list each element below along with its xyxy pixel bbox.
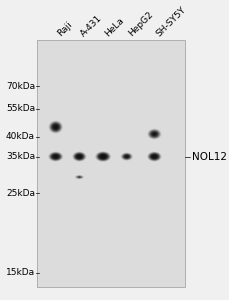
Ellipse shape <box>124 155 129 158</box>
Ellipse shape <box>97 152 109 160</box>
Ellipse shape <box>152 132 156 136</box>
Ellipse shape <box>53 154 59 159</box>
Ellipse shape <box>101 155 105 158</box>
Ellipse shape <box>54 156 57 158</box>
Ellipse shape <box>76 176 83 179</box>
Ellipse shape <box>52 124 60 130</box>
Ellipse shape <box>102 156 104 158</box>
Ellipse shape <box>79 177 80 178</box>
Ellipse shape <box>126 156 127 157</box>
Ellipse shape <box>72 152 86 162</box>
Ellipse shape <box>151 154 158 159</box>
Ellipse shape <box>154 156 155 157</box>
Ellipse shape <box>50 122 61 132</box>
Text: Raji: Raji <box>56 20 74 38</box>
Ellipse shape <box>54 155 58 158</box>
Ellipse shape <box>121 152 133 161</box>
Ellipse shape <box>55 127 56 128</box>
Ellipse shape <box>148 152 161 161</box>
Text: NOL12: NOL12 <box>192 152 227 161</box>
Ellipse shape <box>147 128 162 140</box>
Ellipse shape <box>153 133 156 135</box>
Ellipse shape <box>75 175 84 179</box>
Ellipse shape <box>149 153 160 160</box>
Ellipse shape <box>77 155 82 158</box>
Ellipse shape <box>100 154 106 159</box>
Ellipse shape <box>78 156 81 158</box>
Ellipse shape <box>76 176 82 178</box>
Ellipse shape <box>95 151 111 162</box>
Ellipse shape <box>49 152 62 161</box>
Ellipse shape <box>96 152 110 161</box>
Ellipse shape <box>147 152 162 162</box>
Ellipse shape <box>55 156 56 157</box>
Bar <box>37 40 185 287</box>
Ellipse shape <box>53 124 59 130</box>
Text: 70kDa: 70kDa <box>6 82 35 91</box>
Ellipse shape <box>49 121 63 134</box>
Ellipse shape <box>153 156 156 158</box>
Ellipse shape <box>126 156 128 157</box>
Ellipse shape <box>51 123 60 131</box>
Ellipse shape <box>123 154 131 159</box>
Ellipse shape <box>150 130 159 138</box>
Ellipse shape <box>121 153 132 160</box>
Ellipse shape <box>151 154 157 159</box>
Ellipse shape <box>148 129 161 139</box>
Ellipse shape <box>50 153 61 160</box>
Ellipse shape <box>152 155 156 158</box>
Text: 15kDa: 15kDa <box>6 268 35 277</box>
Text: 25kDa: 25kDa <box>6 189 35 198</box>
Text: HeLa: HeLa <box>103 16 125 38</box>
Ellipse shape <box>99 154 107 159</box>
Ellipse shape <box>77 176 82 178</box>
Text: SH-SY5Y: SH-SY5Y <box>154 5 188 38</box>
Ellipse shape <box>77 176 81 178</box>
Ellipse shape <box>73 152 86 161</box>
Ellipse shape <box>79 156 80 157</box>
Ellipse shape <box>122 153 131 160</box>
Text: A-431: A-431 <box>79 14 104 38</box>
Ellipse shape <box>76 154 83 159</box>
Ellipse shape <box>48 152 63 162</box>
Ellipse shape <box>149 130 160 138</box>
Text: 55kDa: 55kDa <box>6 104 35 113</box>
Ellipse shape <box>123 154 130 159</box>
Ellipse shape <box>78 176 81 178</box>
Ellipse shape <box>75 153 84 160</box>
Ellipse shape <box>98 153 108 160</box>
Ellipse shape <box>151 132 157 136</box>
Text: HepG2: HepG2 <box>127 10 155 38</box>
Ellipse shape <box>125 155 128 158</box>
Ellipse shape <box>151 131 158 137</box>
Ellipse shape <box>76 154 82 159</box>
Ellipse shape <box>74 153 85 160</box>
Ellipse shape <box>52 154 60 159</box>
Ellipse shape <box>54 125 58 129</box>
Ellipse shape <box>55 126 57 128</box>
Text: 40kDa: 40kDa <box>6 132 35 141</box>
Ellipse shape <box>103 156 104 157</box>
Ellipse shape <box>49 121 62 133</box>
Ellipse shape <box>150 153 159 160</box>
Ellipse shape <box>51 153 60 160</box>
Text: 35kDa: 35kDa <box>6 152 35 161</box>
